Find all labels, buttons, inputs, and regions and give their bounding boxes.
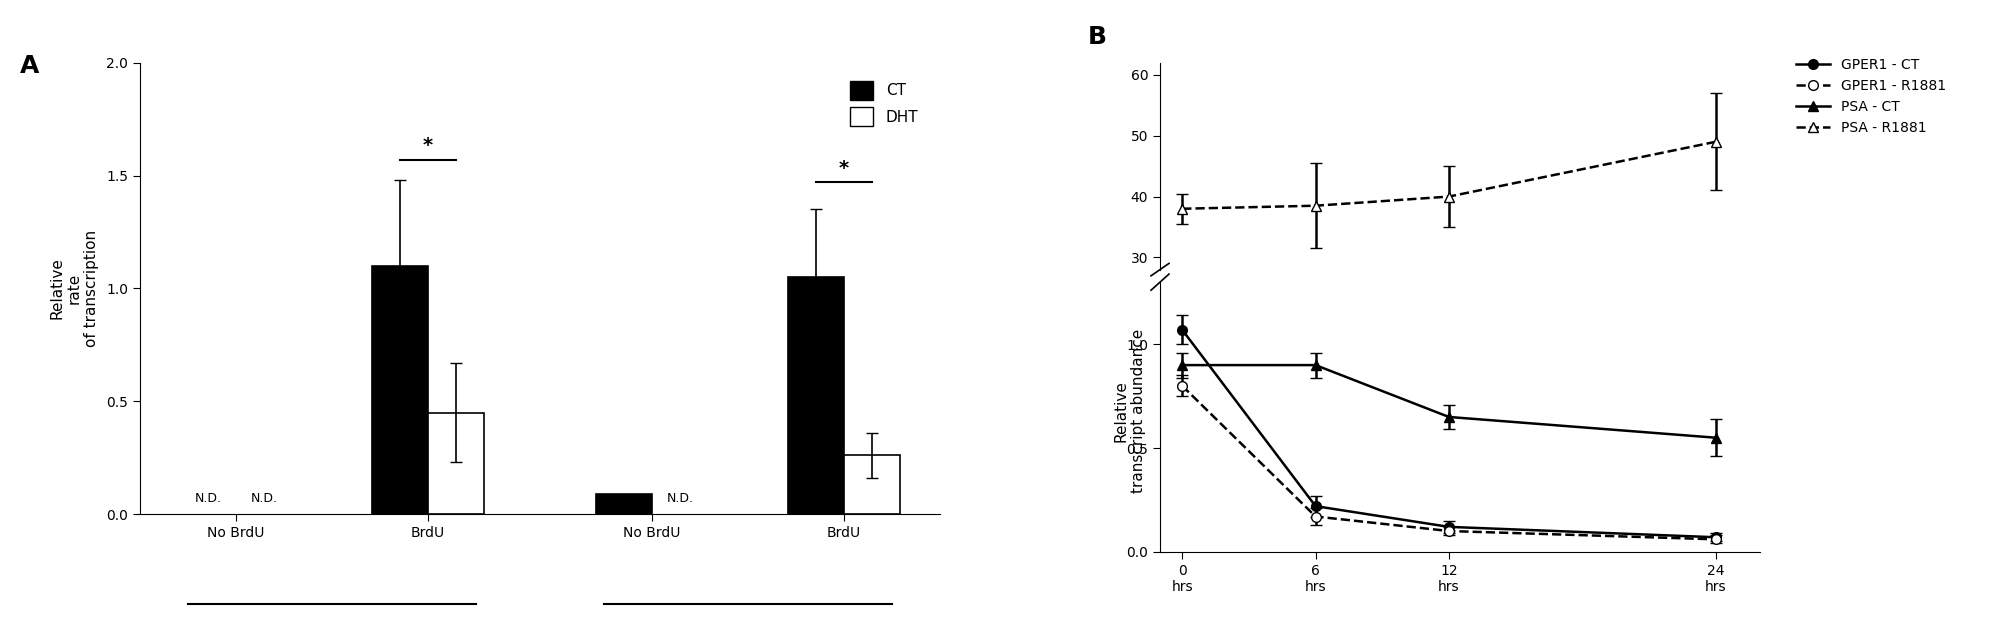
Legend: GPER1 - CT, GPER1 - R1881, PSA - CT, PSA - R1881: GPER1 - CT, GPER1 - R1881, PSA - CT, PSA… <box>1790 53 1952 140</box>
Legend: CT, DHT: CT, DHT <box>844 75 924 132</box>
Bar <box>844 455 900 514</box>
Text: Relative
transcript abundance: Relative transcript abundance <box>1114 329 1146 493</box>
Text: *: * <box>838 159 850 178</box>
Text: A: A <box>20 54 40 78</box>
Text: N.D.: N.D. <box>250 492 278 505</box>
Text: N.D.: N.D. <box>194 492 222 505</box>
Text: B: B <box>1088 26 1108 50</box>
Text: N.D.: N.D. <box>666 492 694 505</box>
Bar <box>372 266 428 514</box>
Bar <box>788 277 844 514</box>
Bar <box>596 494 652 514</box>
Bar <box>428 413 484 514</box>
Y-axis label: Relative
rate
of transcription: Relative rate of transcription <box>50 230 100 347</box>
Text: *: * <box>422 136 434 155</box>
